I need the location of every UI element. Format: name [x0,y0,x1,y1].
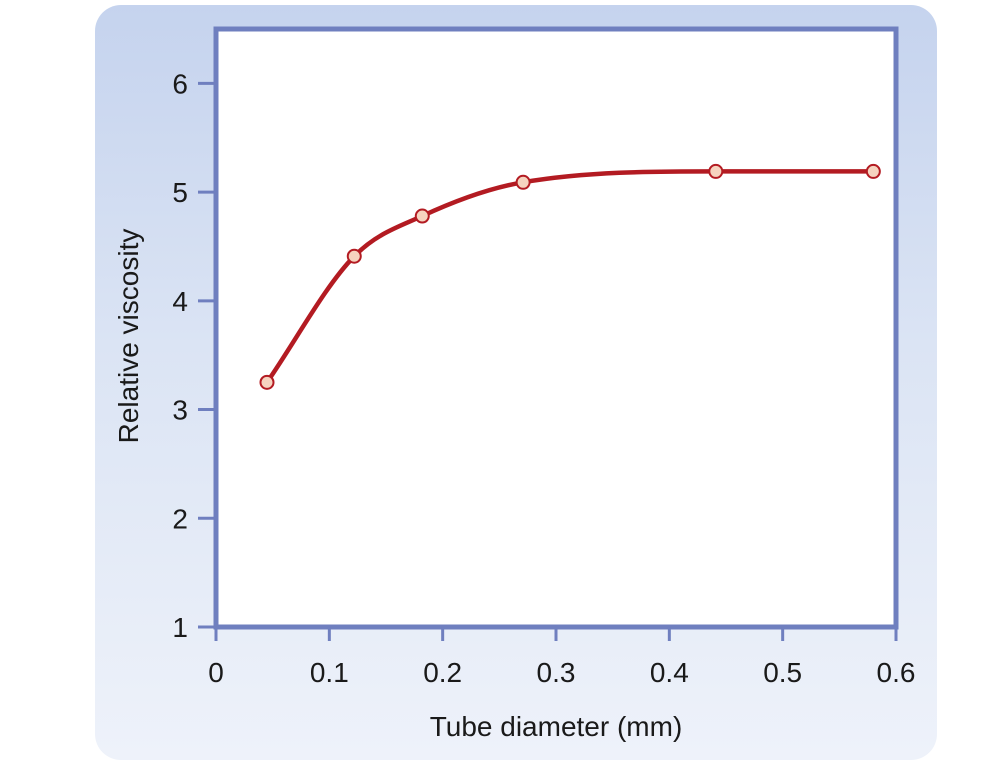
data-line [264,169,876,385]
y-tick-label: 6 [172,68,188,99]
y-tick-label: 1 [172,612,188,643]
data-point [346,248,362,264]
x-axis: 0 0.1 0.2 0.3 0.4 0.5 0.6 [208,627,915,688]
x-tick-label: 0.1 [310,657,349,688]
data-point [414,208,430,224]
y-tick-label: 3 [172,395,188,426]
x-axis-label: Tube diameter (mm) [430,711,683,742]
y-tick-label: 4 [172,286,188,317]
data-markers [259,163,881,390]
y-tick-label: 2 [172,503,188,534]
x-tick-label: 0.6 [877,657,916,688]
x-tick-label: 0.2 [423,657,462,688]
y-tick-label: 5 [172,177,188,208]
data-point [259,374,275,390]
x-tick-label: 0 [208,657,224,688]
data-point [708,163,724,179]
x-tick-label: 0.3 [537,657,576,688]
x-tick-label: 0.5 [763,657,802,688]
plot-area [213,26,899,630]
data-point [865,163,881,179]
x-tick-label: 0.4 [650,657,689,688]
y-axis: 1 2 3 4 5 6 [172,68,216,643]
data-point [515,174,531,190]
y-axis-label: Relative viscosity [113,229,144,444]
